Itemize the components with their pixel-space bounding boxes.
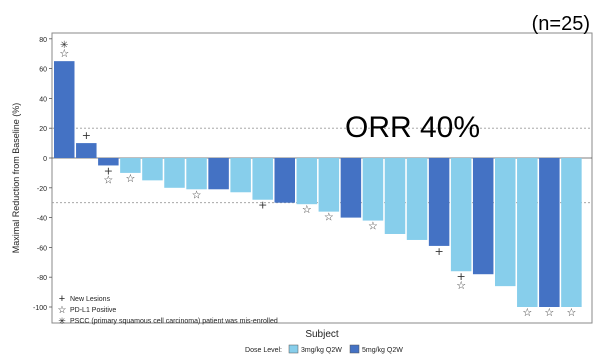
bar — [252, 158, 273, 200]
bar — [472, 158, 494, 275]
marker-new_lesion: + — [82, 129, 91, 142]
marker-pdl1: ☆ — [522, 306, 532, 319]
bar — [274, 158, 295, 203]
marker-pdl1: ☆ — [368, 220, 378, 233]
marker-legend: + New Lesions ☆ PD-L1 Positive ✳ PSCC (p… — [58, 293, 278, 326]
bar-markers: ☆✳++☆ ☆☆+ ☆☆☆++☆☆ ☆ ☆ — [59, 40, 576, 319]
bar — [54, 61, 75, 158]
bar — [362, 158, 384, 221]
bar — [406, 158, 428, 240]
plot-frame — [51, 32, 593, 324]
legend-pdl1-label: PD-L1 Positive — [70, 307, 116, 314]
y-tick-label: 20 — [39, 126, 47, 133]
marker-pdl1: ☆ — [566, 306, 576, 319]
y-tick-label: 40 — [39, 96, 47, 103]
bar — [561, 158, 582, 307]
y-tick-label: 80 — [39, 37, 47, 44]
dose-legend: Dose Level: 3mg/kg Q2W 5mg/kg Q2W — [245, 344, 403, 354]
y-tick-label: -80 — [37, 275, 47, 282]
legend-new-lesion-label: New Lesions — [70, 296, 111, 303]
bar — [340, 158, 362, 218]
marker-pdl1: ☆ — [456, 279, 466, 292]
marker-new_lesion: + — [434, 245, 443, 258]
legend-pdl1-symbol: ☆ — [58, 305, 67, 316]
marker-pdl1: ☆ — [125, 172, 135, 185]
marker-pdl1: ☆ — [302, 203, 312, 216]
y-tick-label: -20 — [37, 186, 47, 193]
marker-pdl1: ☆ — [544, 306, 554, 319]
legend-pscc-label: PSCC (primary squamous cell carcinoma) p… — [70, 318, 278, 325]
marker-pdl1: ☆ — [103, 173, 113, 186]
bar — [98, 158, 119, 166]
legend-new-lesion-symbol: + — [59, 293, 65, 305]
bar — [318, 158, 340, 212]
y-tick-label: -40 — [37, 216, 47, 223]
y-tick-label: -60 — [37, 245, 47, 252]
y-axis-title: Maximal Reduction from Baseline (%) — [11, 103, 21, 254]
dose-legend-label-5mg: 5mg/kg Q2W — [362, 347, 403, 354]
bar — [230, 158, 251, 193]
y-axis-ticks: 80 60 40 20 0 -20 -40 -60 -80 -100 — [33, 37, 52, 312]
marker-pdl1: ☆ — [192, 188, 202, 201]
marker-new_lesion: + — [258, 199, 267, 212]
dose-legend-title: Dose Level: — [245, 347, 282, 354]
marker-pdl1: ☆ — [59, 47, 69, 60]
bar — [120, 158, 141, 173]
bars — [54, 61, 582, 307]
marker-pdl1: ☆ — [324, 211, 334, 224]
bar — [495, 158, 516, 287]
dose-legend-swatch-5mg — [349, 344, 360, 354]
bar — [450, 158, 472, 272]
bar — [539, 158, 560, 307]
bar — [186, 158, 207, 190]
bar — [517, 158, 538, 307]
bar — [296, 158, 318, 205]
x-axis-title: Subject — [305, 329, 339, 340]
dose-legend-label-3mg: 3mg/kg Q2W — [301, 347, 342, 354]
marker-new_lesion: + — [457, 270, 466, 283]
sample-size-label: (n=25) — [532, 13, 590, 35]
legend-pscc-symbol: ✳ — [58, 316, 66, 326]
bar — [164, 158, 185, 188]
y-tick-label: -100 — [33, 305, 47, 312]
marker-pscc: ✳ — [60, 40, 68, 51]
marker-new_lesion: + — [104, 164, 113, 177]
y-tick-label: 60 — [39, 67, 47, 74]
dose-legend-swatch-3mg — [288, 344, 299, 354]
bar — [208, 158, 229, 190]
bar — [428, 158, 450, 246]
bar — [384, 158, 406, 234]
orr-label: ORR 40% — [345, 111, 480, 144]
bar — [76, 143, 97, 158]
y-tick-label: 0 — [43, 156, 47, 163]
bar — [142, 158, 163, 181]
